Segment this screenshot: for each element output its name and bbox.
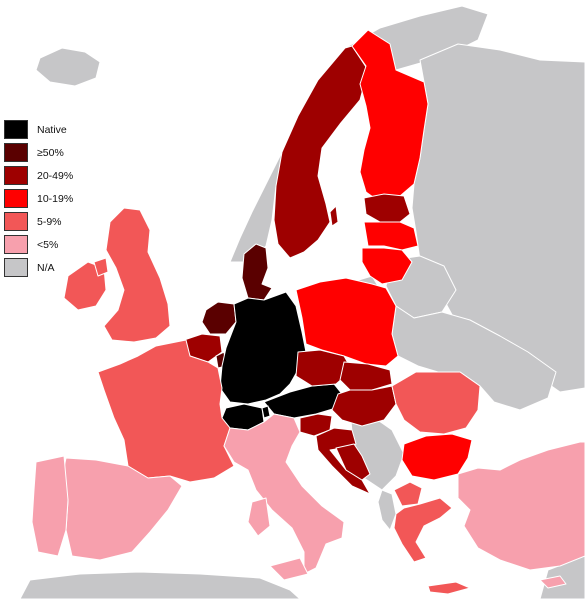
legend-swatch bbox=[4, 143, 28, 162]
poland bbox=[295, 277, 399, 367]
lithuania bbox=[361, 247, 413, 285]
romania bbox=[391, 371, 481, 435]
legend-label: 10-19% bbox=[37, 192, 74, 205]
bosnia bbox=[335, 443, 371, 481]
legend-item: 20-49% bbox=[4, 164, 73, 187]
netherlands bbox=[201, 301, 237, 335]
liechtenstein bbox=[261, 405, 271, 419]
albania bbox=[377, 489, 397, 531]
legend-label: ≥50% bbox=[37, 146, 64, 159]
legend-swatch bbox=[4, 120, 28, 139]
ireland bbox=[63, 261, 107, 311]
legend-swatch bbox=[4, 189, 28, 208]
latvia bbox=[363, 221, 419, 251]
legend-label: 20-49% bbox=[37, 169, 74, 182]
legend-item: <5% bbox=[4, 233, 73, 256]
iceland bbox=[35, 47, 101, 87]
denmark bbox=[241, 243, 273, 301]
north-macedonia bbox=[393, 481, 423, 507]
sweden bbox=[273, 45, 369, 259]
italy bbox=[223, 413, 345, 575]
italy-sicily bbox=[269, 557, 309, 581]
legend-label: <5% bbox=[37, 238, 59, 251]
slovakia bbox=[339, 361, 393, 391]
portugal bbox=[31, 455, 69, 557]
legend-item: 5-9% bbox=[4, 210, 73, 233]
germany bbox=[219, 291, 307, 405]
legend-item: 10-19% bbox=[4, 187, 73, 210]
greece bbox=[393, 497, 453, 563]
legend-swatch bbox=[4, 235, 28, 254]
legend-item: Native bbox=[4, 118, 73, 141]
hungary bbox=[331, 385, 397, 427]
legend-label: Native bbox=[37, 123, 67, 136]
legend-label: 5-9% bbox=[37, 215, 62, 228]
united-kingdom bbox=[103, 207, 171, 343]
france bbox=[97, 339, 235, 483]
sweden-gotland bbox=[329, 205, 339, 227]
greece-crete bbox=[427, 581, 471, 595]
legend-item: ≥50% bbox=[4, 141, 73, 164]
legend-swatch bbox=[4, 212, 28, 231]
north-africa bbox=[19, 571, 301, 599]
united-kingdom-ni bbox=[93, 257, 109, 277]
legend-item: N/A bbox=[4, 256, 73, 279]
cyprus bbox=[539, 575, 567, 589]
estonia bbox=[363, 193, 411, 223]
legend-label: N/A bbox=[37, 261, 55, 274]
legend-swatch bbox=[4, 258, 28, 277]
turkey bbox=[457, 441, 585, 571]
ukraine bbox=[391, 305, 557, 411]
italy-sardinia bbox=[247, 497, 271, 537]
legend: Native ≥50% 20-49% 10-19% 5-9% <5% N/A bbox=[4, 118, 73, 279]
bulgaria bbox=[401, 433, 473, 481]
legend-swatch bbox=[4, 166, 28, 185]
